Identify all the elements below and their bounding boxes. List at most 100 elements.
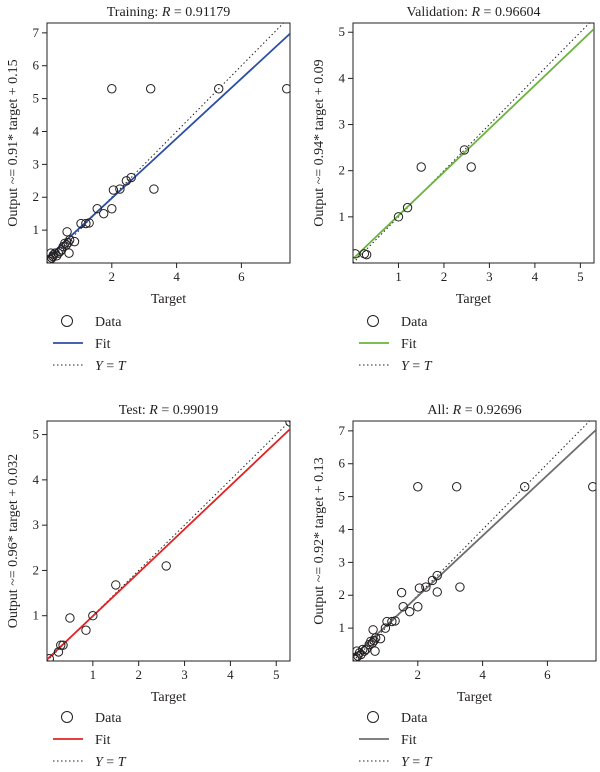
data-point: [432, 570, 442, 581]
data-point: [60, 238, 70, 248]
x-tick-label: 5: [577, 269, 584, 284]
y-tick-label: 3: [339, 554, 346, 569]
plot-area: [47, 23, 290, 263]
x-tick-label: 2: [415, 667, 422, 682]
fit-line: [353, 429, 596, 658]
legend-data-label: Data: [95, 315, 122, 330]
y-tick-label: 4: [339, 521, 346, 536]
y-tick-label: 2: [33, 562, 40, 577]
y-tick-label: 1: [339, 620, 346, 635]
fit-line: [47, 428, 290, 661]
plot-area: [353, 23, 594, 263]
data-point: [81, 625, 91, 635]
data-point: [416, 162, 426, 172]
y-tick-label: 1: [33, 222, 40, 237]
y-tick-label: 5: [339, 24, 346, 39]
data-point: [356, 649, 366, 660]
data-point: [366, 636, 376, 646]
data-point: [414, 583, 425, 593]
legend-data-marker: [367, 711, 379, 723]
x-tick-label: 4: [479, 667, 486, 682]
chart-title: Test: R = 0.99019: [119, 403, 218, 418]
legend-fit-label: Fit: [95, 337, 111, 352]
data-point: [370, 633, 381, 643]
data-point: [432, 587, 442, 597]
data-point: [282, 84, 290, 94]
x-tick-label: 1: [90, 667, 97, 682]
data-point: [393, 212, 404, 222]
chart-panel-4: All: R = 0.92696 2 4 6 1 2 3 4 5 6 7 Target Output ~…: [312, 403, 597, 770]
legend: Data Fit Y = T: [359, 711, 433, 770]
legend-data-marker: [61, 315, 73, 327]
x-tick-label: 5: [273, 667, 280, 682]
fit-line: [47, 33, 290, 259]
legend: Data Fit Y = T: [53, 315, 127, 374]
data-point: [62, 227, 72, 237]
x-tick-label: 4: [173, 269, 180, 284]
y-tick-label: 5: [33, 427, 40, 442]
data-point: [405, 606, 415, 617]
plot-frame: [46, 22, 291, 264]
data-point: [81, 218, 91, 229]
identity-line: [353, 23, 590, 263]
data-point: [55, 246, 65, 257]
y-tick-label: 3: [339, 117, 346, 132]
y-axis-label: Output ~= 0.91* target + 0.15: [6, 59, 21, 226]
x-axis-label: Target: [457, 690, 492, 705]
legend-identity-label: Y = T: [95, 755, 127, 770]
data-point: [427, 575, 438, 586]
chart-panel-2: Validation: R = 0.96604 1 2 3 4 5 1 2 3 4 5 Target O…: [312, 5, 595, 374]
data-point: [466, 162, 476, 172]
data-point: [421, 582, 431, 592]
data-point: [398, 602, 408, 612]
data-point: [413, 602, 423, 612]
x-tick-label: 1: [395, 269, 402, 284]
y-tick-label: 3: [33, 517, 40, 532]
legend-identity-label: Y = T: [95, 359, 127, 374]
data-point: [65, 613, 75, 623]
x-tick-label: 3: [181, 667, 188, 682]
legend-identity-label: Y = T: [401, 359, 433, 374]
data-point: [390, 616, 400, 626]
chart-title: All: R = 0.92696: [427, 403, 521, 418]
data-point: [92, 204, 102, 214]
plot-area: [353, 421, 596, 661]
data-point: [358, 644, 368, 655]
plot-frame: [352, 420, 597, 662]
y-tick-label: 1: [339, 209, 346, 224]
x-tick-label: 3: [486, 269, 493, 284]
data-point: [58, 640, 68, 650]
data-point: [368, 625, 378, 635]
plot-area: [47, 421, 290, 661]
y-tick-label: 5: [33, 91, 40, 106]
fit-line: [353, 28, 594, 260]
data-point: [375, 633, 386, 644]
data-point: [161, 561, 171, 571]
data-point: [451, 482, 462, 492]
data-point: [353, 653, 361, 661]
data-point: [53, 248, 64, 258]
y-tick-label: 7: [339, 423, 346, 438]
data-point: [520, 482, 530, 492]
data-point: [111, 580, 121, 590]
legend-data-label: Data: [401, 711, 428, 726]
legend-data-marker: [61, 711, 73, 723]
data-point: [108, 185, 119, 195]
chart-panel-3: Test: R = 0.99019 1 2 3 4 5 1 2 3 4 5 Target Output …: [6, 403, 291, 770]
legend-data-label: Data: [401, 315, 428, 330]
data-point: [121, 176, 132, 186]
y-tick-label: 2: [339, 587, 346, 602]
legend-data-label: Data: [95, 711, 122, 726]
data-point: [367, 638, 378, 648]
y-tick-label: 6: [339, 456, 346, 471]
data-point: [413, 482, 423, 492]
data-point: [64, 235, 75, 245]
data-point: [361, 249, 372, 260]
chart-title: Training: R = 0.91179: [107, 5, 231, 20]
data-point: [214, 84, 224, 94]
y-tick-label: 4: [33, 472, 40, 487]
data-point: [107, 204, 117, 214]
legend-fit-label: Fit: [401, 733, 417, 748]
data-point: [47, 654, 54, 661]
